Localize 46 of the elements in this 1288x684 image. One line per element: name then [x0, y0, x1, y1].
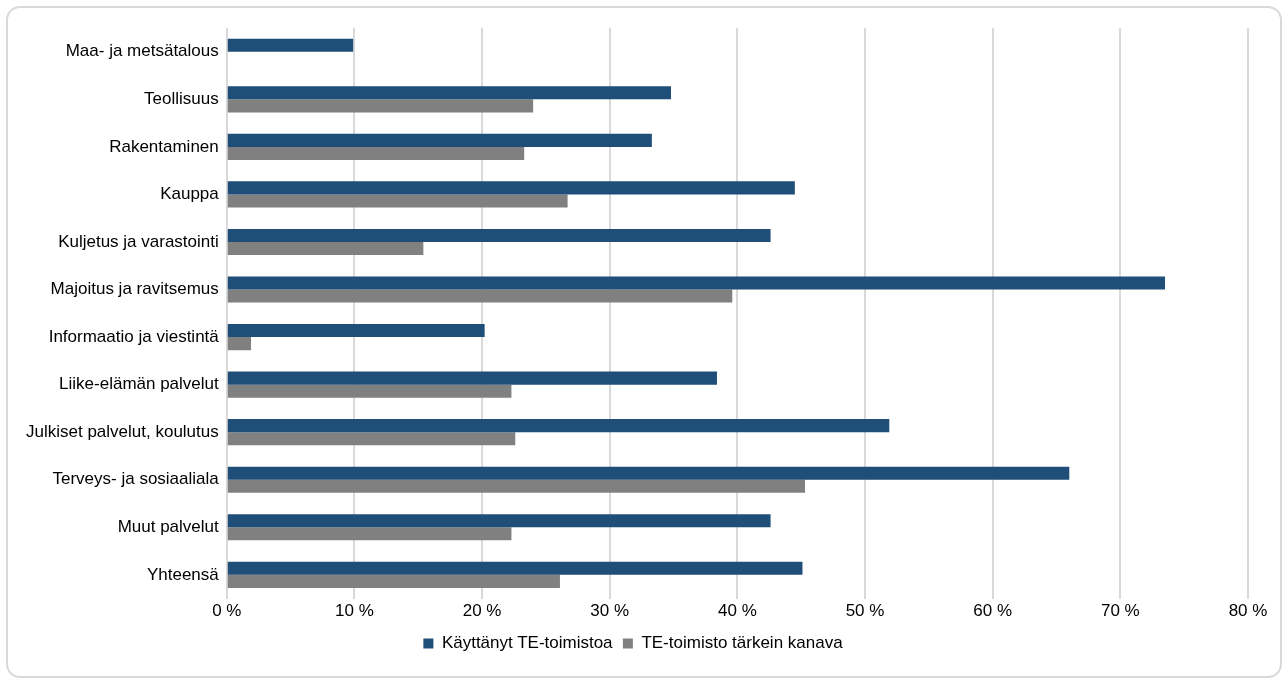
bar [227, 194, 568, 208]
x-tick-label: 10 % [335, 601, 374, 621]
y-tick-label: Yhteensä [146, 564, 220, 584]
bar [227, 228, 771, 242]
bar [227, 276, 1166, 290]
y-tick-label: Teollisuus [144, 89, 219, 109]
legend-label: TE-toimisto tärkein kanava [641, 633, 844, 653]
bar [227, 419, 890, 433]
x-tick-label: 30 % [590, 601, 630, 621]
bar [227, 289, 733, 303]
x-tick-label: 50 % [845, 601, 885, 621]
y-tick-label: Kauppa [160, 184, 220, 204]
x-tick-label: 40 % [718, 601, 757, 621]
bar [227, 432, 516, 446]
bar [227, 337, 252, 351]
bar [227, 241, 424, 256]
y-tick-label: Rakentaminen [109, 136, 219, 156]
y-tick-label: Majoitus ja ravitsemus [50, 279, 219, 299]
bar [227, 574, 560, 588]
bar [227, 371, 717, 385]
x-tick-label: 20 % [462, 601, 502, 621]
bar [227, 133, 652, 147]
bar [227, 324, 485, 338]
y-tick-label: Muut palvelut [117, 516, 220, 536]
y-tick-label: Kuljetus ja varastointi [58, 231, 219, 251]
bar [227, 527, 512, 541]
y-tick-label: Maa- ja metsätalous [65, 41, 219, 61]
x-tick-label: 70 % [1100, 601, 1140, 621]
y-tick-label: Liike-elämän palvelut [59, 374, 220, 394]
x-tick-label: 80 % [1228, 601, 1268, 621]
y-tick-label: Terveys- ja sosiaaliala [52, 469, 220, 489]
bar [227, 146, 525, 160]
x-tick-label: 60 % [973, 601, 1013, 621]
y-tick-label: Informaatio ja viestintä [48, 326, 220, 346]
bar [227, 181, 795, 195]
bar [227, 86, 672, 100]
x-tick-label: 0 % [212, 601, 242, 621]
bar [227, 99, 534, 113]
bar [227, 38, 354, 52]
legend-label: Käyttänyt TE-toimistoa [441, 633, 614, 653]
bar [227, 466, 1070, 480]
bar [227, 561, 803, 575]
bar [227, 384, 512, 398]
bar [227, 514, 771, 528]
bar [227, 479, 806, 493]
y-tick-label: Julkiset palvelut, koulutus [25, 421, 219, 441]
